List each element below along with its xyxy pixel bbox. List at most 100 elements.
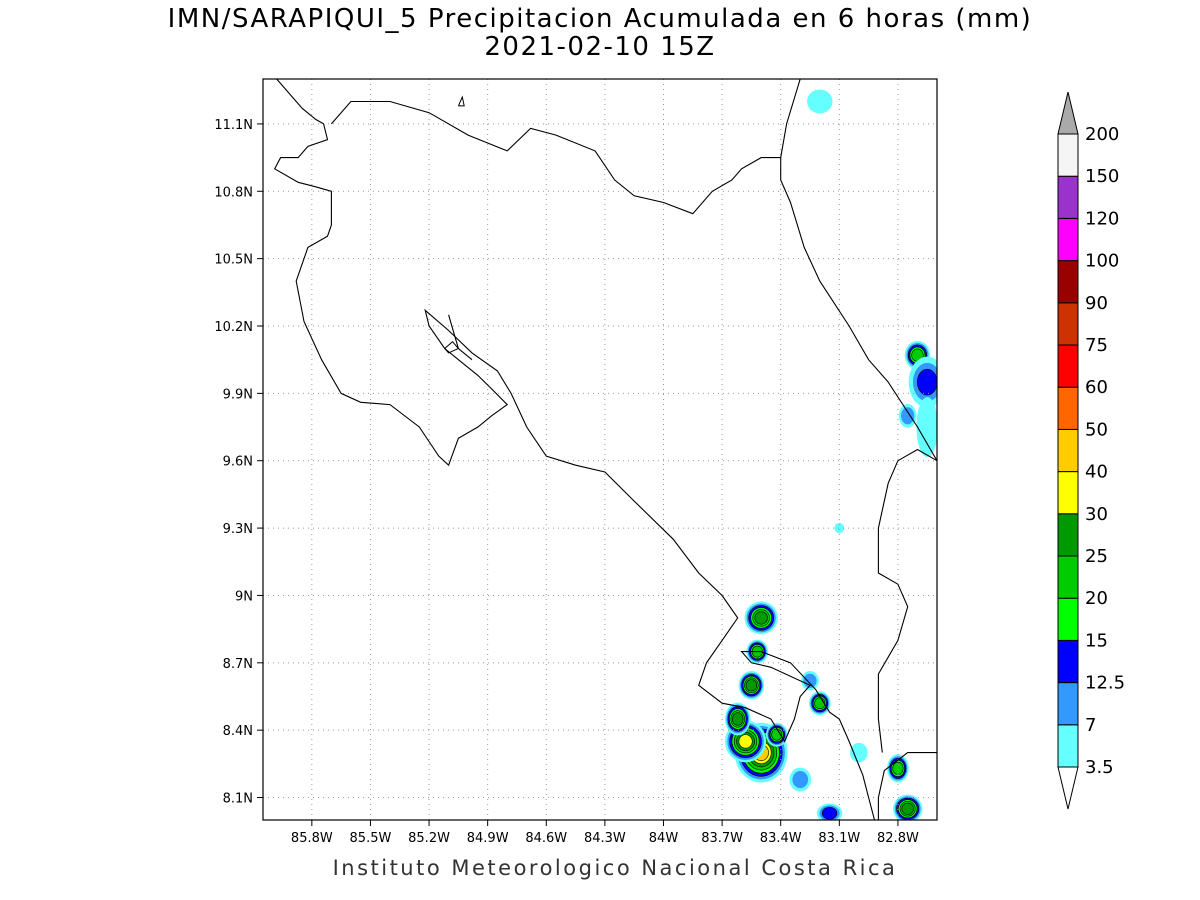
precip-contour-25 — [732, 712, 744, 726]
border-nicaragua — [330, 100, 781, 215]
precip-contour-25 — [754, 611, 768, 625]
coastline-0 — [273, 79, 876, 820]
precip-contour-3.5 — [807, 89, 833, 114]
x-tick-label: 84W — [649, 831, 679, 846]
x-tick-label: 83.1W — [818, 831, 860, 846]
y-tick-label: 11.1N — [214, 118, 253, 133]
colorbar-label: 15 — [1085, 630, 1108, 651]
colorbar-box-100 — [1057, 217, 1079, 262]
precip-cell-6 — [808, 691, 831, 716]
colorbar-box-75 — [1057, 302, 1079, 346]
precip-contour-3.5 — [849, 742, 868, 763]
precip-cell-14 — [765, 722, 788, 747]
precip-cell-19 — [834, 522, 845, 534]
precip-cell-2 — [724, 702, 751, 736]
precip-cell-3 — [744, 601, 778, 635]
colorbar-box-15 — [1057, 597, 1079, 641]
colorbar: 3.5 7 12.5 15 20 25 30 40 50 60 75 90 100 120 150 200 — [1057, 91, 1125, 810]
precip-cell-17 — [849, 742, 868, 763]
colorbar-label: 75 — [1085, 335, 1108, 356]
colorbar-label: 12.5 — [1085, 673, 1125, 694]
precip-cell-12 — [898, 403, 917, 428]
y-tick-label: 8.4N — [223, 724, 253, 739]
colorbar-label: 200 — [1085, 124, 1119, 145]
precip-cell-5 — [738, 671, 765, 700]
coastline-4 — [448, 314, 473, 361]
colorbar-label: 100 — [1085, 251, 1119, 272]
precip-contour-3.5 — [834, 522, 845, 534]
coastline-1 — [877, 752, 937, 820]
precip-cell-7 — [887, 754, 909, 783]
colorbar-label: 40 — [1085, 462, 1108, 483]
colorbar-box-150 — [1057, 133, 1079, 177]
colorbar-label: 3.5 — [1085, 757, 1114, 778]
y-tick-label: 9.3N — [223, 522, 253, 537]
x-tick-label: 85.2W — [408, 831, 450, 846]
colorbar-arrow-low — [1057, 766, 1079, 810]
colorbar-label: 30 — [1085, 504, 1108, 525]
precip-cell-13 — [916, 397, 937, 457]
y-tick-label: 8.1N — [223, 792, 253, 807]
colorbar-label: 50 — [1085, 419, 1108, 440]
y-tick-label: 9.6N — [223, 455, 253, 470]
colorbar-box-7 — [1057, 682, 1079, 726]
x-tick-label: 83.7W — [701, 831, 743, 846]
colorbar-box-90 — [1057, 260, 1079, 304]
y-tick-label: 8.7N — [223, 657, 253, 672]
precip-cell-18 — [807, 89, 833, 114]
footer-credit: Instituto Meteorologico Nacional Costa R… — [332, 856, 898, 880]
precip-cell-8 — [892, 794, 923, 820]
island-outline — [457, 95, 465, 107]
y-tick-label: 10.2N — [214, 320, 253, 335]
precip-contour-12.5 — [916, 368, 937, 396]
precip-cell-11 — [908, 356, 937, 408]
colorbar-arrow-high — [1057, 91, 1079, 135]
colorbar-box-25 — [1057, 513, 1079, 557]
colorbar-label: 90 — [1085, 293, 1108, 314]
colorbar-box-50 — [1057, 386, 1079, 430]
x-tick-label: 85.5W — [350, 831, 392, 846]
colorbar-label: 120 — [1085, 208, 1119, 229]
precip-contour-25 — [745, 679, 758, 692]
coastline-2 — [780, 79, 937, 461]
colorbar-box-120 — [1057, 175, 1079, 219]
colorbar-label: 60 — [1085, 377, 1108, 398]
precip-contour-30 — [738, 734, 753, 749]
precip-contour-12.5 — [821, 806, 838, 820]
chart-subtitle-date: 2021-02-10 15Z — [484, 32, 716, 62]
colorbar-label: 20 — [1085, 588, 1108, 609]
x-tick-label: 84.3W — [584, 831, 626, 846]
colorbar-box-60 — [1057, 344, 1079, 388]
coastline-3 — [877, 448, 937, 753]
colorbar-box-30 — [1057, 471, 1079, 515]
colorbar-label: 7 — [1085, 715, 1096, 736]
x-tick-label: 85.8W — [291, 831, 333, 846]
map-area — [263, 79, 937, 820]
precip-contour-7 — [792, 771, 809, 789]
x-tick-label: 84.6W — [525, 831, 567, 846]
precip-cell-9 — [816, 803, 843, 820]
x-tick-label: 82.8W — [877, 831, 919, 846]
y-tick-label: 9.9N — [223, 387, 253, 402]
y-tick-label: 10.8N — [214, 185, 253, 200]
colorbar-box-3.5 — [1057, 724, 1079, 768]
precip-contour-25 — [901, 802, 914, 815]
colorbar-box-40 — [1057, 428, 1079, 473]
islet-outline — [444, 340, 460, 354]
precip-cell-15 — [789, 767, 812, 792]
colorbar-box-12.5 — [1057, 639, 1079, 684]
colorbar-label: 150 — [1085, 166, 1119, 187]
chart-title: IMN/SARAPIQUI_5 Precipitacion Acumulada … — [167, 4, 1033, 34]
y-tick-label: 9N — [235, 589, 253, 604]
precip-contour-3.5 — [916, 397, 937, 457]
x-tick-label: 84.9W — [467, 831, 509, 846]
colorbar-label: 25 — [1085, 546, 1108, 567]
colorbar-box-20 — [1057, 555, 1079, 599]
y-tick-label: 10.5N — [214, 253, 253, 268]
precip-contour-20 — [814, 697, 826, 710]
precip-cell-16 — [801, 671, 819, 691]
map-frame — [262, 78, 938, 821]
x-tick-label: 83.4W — [760, 831, 802, 846]
precip-contour-7 — [901, 407, 915, 425]
